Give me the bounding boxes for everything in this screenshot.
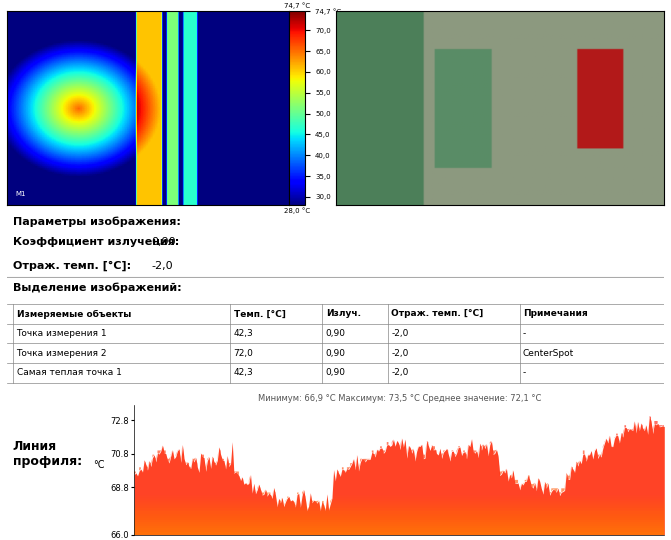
Text: 0,90: 0,90 <box>325 329 346 338</box>
Text: Коэффициент излучения:: Коэффициент излучения: <box>13 238 180 247</box>
Title: Минимум: 66,9 °С Максимум: 73,5 °С Среднее значение: 72,1 °С: Минимум: 66,9 °С Максимум: 73,5 °С Средн… <box>258 394 541 403</box>
Text: 72,0: 72,0 <box>234 349 254 357</box>
Text: Линия
профиля:: Линия профиля: <box>13 440 82 468</box>
Text: 42,3: 42,3 <box>234 329 254 338</box>
Text: 0,90: 0,90 <box>325 349 346 357</box>
Text: 42,3: 42,3 <box>234 368 254 377</box>
Text: Темп. [°C]: Темп. [°C] <box>234 309 285 319</box>
Text: -2,0: -2,0 <box>391 368 409 377</box>
Text: Выделение изображений:: Выделение изображений: <box>13 282 182 293</box>
Text: -: - <box>523 368 526 377</box>
Text: 0,90: 0,90 <box>325 368 346 377</box>
Text: Отраж. темп. [°C]: Отраж. темп. [°C] <box>391 309 484 319</box>
Y-axis label: °C: °C <box>93 460 105 470</box>
Text: Отраж. темп. [°C]:: Отраж. темп. [°C]: <box>13 261 132 272</box>
Text: -2,0: -2,0 <box>391 349 409 357</box>
Text: Точка измерения 2: Точка измерения 2 <box>17 349 107 357</box>
Text: -2,0: -2,0 <box>152 261 173 271</box>
Text: Точка измерения 1: Точка измерения 1 <box>17 329 107 338</box>
FancyBboxPatch shape <box>7 343 664 363</box>
Text: -: - <box>523 329 526 338</box>
Text: Излуч.: Излуч. <box>325 309 360 319</box>
Text: 0,90: 0,90 <box>152 238 176 247</box>
Text: Измеряемые объекты: Измеряемые объекты <box>17 309 131 319</box>
Text: 28,0 °C: 28,0 °C <box>284 207 310 214</box>
Text: 74,7 °C: 74,7 °C <box>284 2 310 9</box>
Text: M1: M1 <box>15 191 25 198</box>
Text: Параметры изображения:: Параметры изображения: <box>13 217 181 227</box>
FancyBboxPatch shape <box>7 363 664 382</box>
Text: -2,0: -2,0 <box>391 329 409 338</box>
FancyBboxPatch shape <box>7 304 664 324</box>
FancyBboxPatch shape <box>7 324 664 343</box>
Text: Самая теплая точка 1: Самая теплая точка 1 <box>17 368 121 377</box>
Text: Примечания: Примечания <box>523 309 588 319</box>
Text: CenterSpot: CenterSpot <box>523 349 574 357</box>
